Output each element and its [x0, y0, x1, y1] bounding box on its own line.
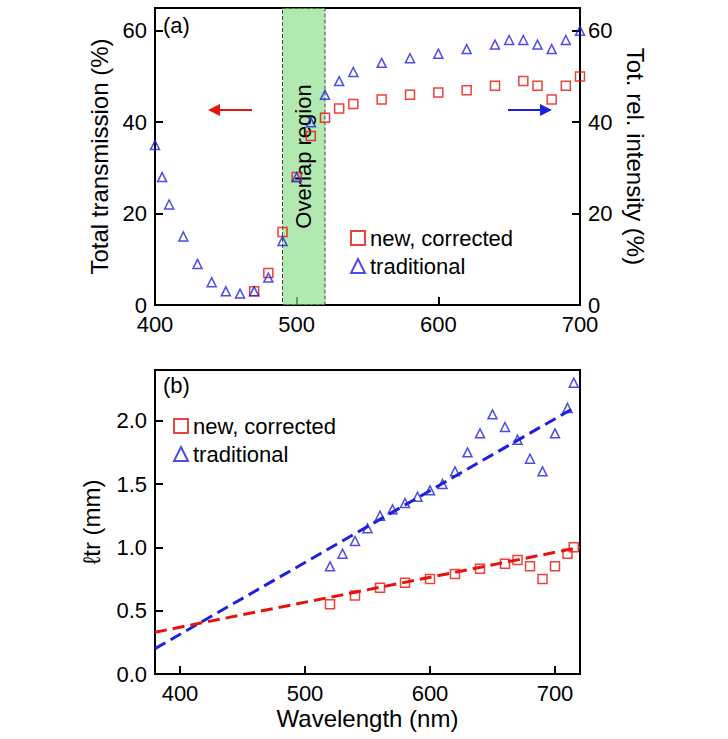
- svg-text:1.5: 1.5: [116, 472, 147, 497]
- svg-text:new, corrected: new, corrected: [193, 414, 336, 439]
- svg-text:0.0: 0.0: [116, 662, 147, 687]
- svg-text:40: 40: [123, 110, 147, 135]
- svg-text:60: 60: [123, 18, 147, 43]
- svg-text:600: 600: [420, 312, 457, 337]
- svg-text:(b): (b): [163, 373, 190, 398]
- svg-text:0.5: 0.5: [116, 598, 147, 623]
- svg-text:0: 0: [588, 292, 601, 318]
- svg-text:700: 700: [562, 312, 599, 337]
- svg-text:400: 400: [162, 681, 199, 706]
- svg-text:20: 20: [123, 201, 147, 226]
- svg-text:2.0: 2.0: [116, 408, 147, 433]
- svg-text:traditional: traditional: [193, 442, 288, 467]
- svg-text:400: 400: [137, 312, 174, 337]
- svg-text:0: 0: [134, 292, 147, 318]
- svg-text:Overlap region: Overlap region: [291, 84, 316, 228]
- svg-text:600: 600: [412, 681, 449, 706]
- svg-text:traditional: traditional: [370, 254, 465, 279]
- svg-text:(a): (a): [163, 13, 190, 38]
- svg-text:60: 60: [588, 18, 612, 43]
- svg-text:Wavelength (nm): Wavelength (nm): [277, 705, 459, 732]
- svg-text:500: 500: [287, 681, 324, 706]
- svg-text:Tot. rel. intensity (%): Tot. rel. intensity (%): [622, 48, 649, 265]
- svg-text:ℓtr (mm): ℓtr (mm): [78, 479, 105, 564]
- svg-text:500: 500: [278, 312, 315, 337]
- svg-text:new, corrected: new, corrected: [370, 226, 513, 251]
- svg-text:40: 40: [588, 110, 612, 135]
- svg-text:20: 20: [588, 201, 612, 226]
- svg-text:1.0: 1.0: [116, 535, 147, 560]
- svg-text:700: 700: [537, 681, 574, 706]
- svg-text:Total transmission (%): Total transmission (%): [86, 38, 113, 274]
